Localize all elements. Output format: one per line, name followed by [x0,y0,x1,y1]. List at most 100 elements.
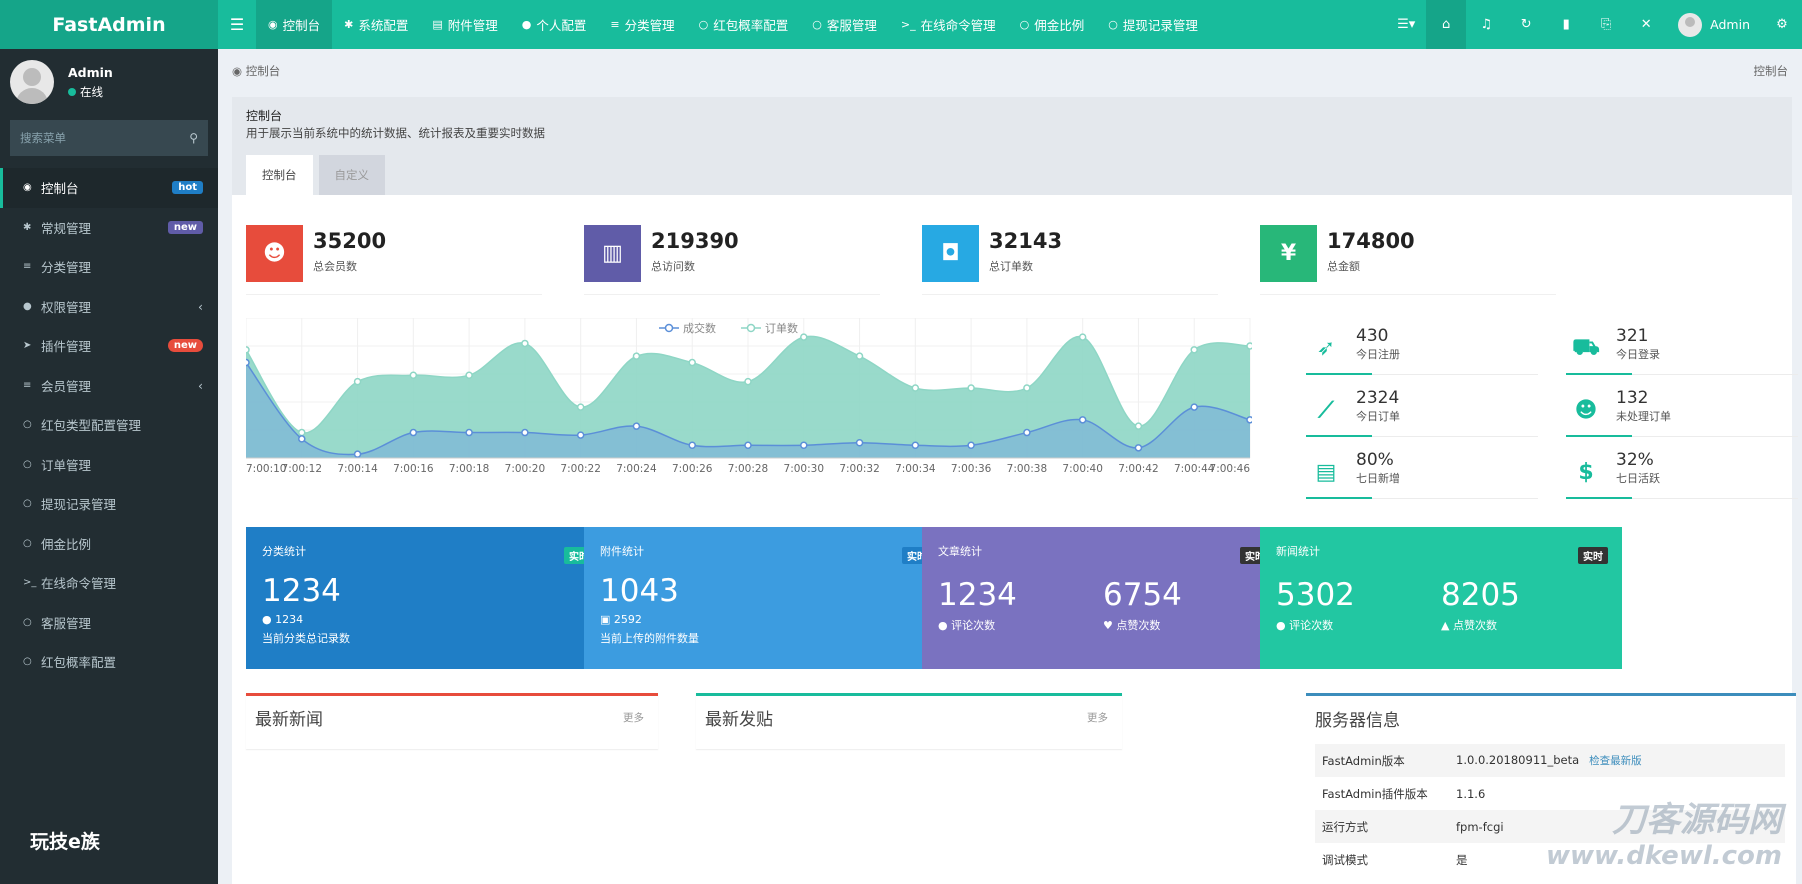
data-point[interactable] [576,403,585,411]
data-point[interactable] [911,384,920,392]
sidebar-item-auth[interactable]: ● 权限管理 ‹ [23,298,203,315]
bell-icon[interactable]: ♫ [1480,17,1492,32]
sidebar-item-general[interactable]: ✱ 常规管理 new [0,208,218,248]
sidebar-item-withdraw[interactable]: ○ 提现记录管理 [23,497,117,513]
sidebar-item-service[interactable]: ○ 客服管理 [23,615,92,631]
topnav-item-profile[interactable]: ● 个人配置 [521,18,587,33]
dashboard-icon: ◉ [232,64,246,78]
kpi-seven-day-new: ▤ 80% 七日新增 [1306,447,1538,499]
watermark-text: 玩技e族 [30,831,100,853]
check-update-link[interactable]: 检查最新版 [1589,755,1642,767]
sidebar-item-addon[interactable]: ➤ 插件管理 new [0,326,218,366]
control-sidebar-icon[interactable]: ⚙ [1776,17,1788,32]
data-point[interactable] [521,339,529,348]
circle-icon: ○ [23,537,32,549]
refresh-icon[interactable]: ↻ [1520,17,1532,32]
sidebar-item-redpacket-prob[interactable]: ○ 红包概率配置 [23,655,117,671]
data-point[interactable] [1246,416,1254,424]
language-icon[interactable]: ⎘ [1600,17,1612,32]
data-point[interactable] [800,333,808,341]
data-point[interactable] [632,352,641,360]
search-icon[interactable]: ⚲ [189,131,198,145]
fullscreen-icon[interactable]: ✕ [1640,17,1652,32]
data-point[interactable] [744,441,752,450]
topnav-item-category[interactable]: ≡ 分类管理 [610,18,675,33]
legend-label[interactable]: 订单数 [765,322,798,335]
data-point[interactable] [1078,333,1087,341]
trash-icon[interactable]: ▮ [1562,17,1570,32]
kpi-today-orders: ⟋ 2324 今日订单 [1306,385,1538,437]
topnav-item-command[interactable]: >_ 在线命令管理 [900,18,996,33]
user-menu[interactable]: Admin [1666,12,1762,37]
topnav-item-commission[interactable]: ○ 佣金比例 [1019,18,1085,33]
table-row: 调试模式是 [1322,852,1468,867]
list-icon: ≡ [610,18,620,31]
topnav-item-config[interactable]: ✱ 系统配置 [344,18,409,33]
data-point[interactable] [465,371,473,380]
data-point[interactable] [242,346,250,354]
data-point[interactable] [242,358,250,367]
data-point[interactable] [353,377,362,386]
sidebar-item-order[interactable]: ○ 订单管理 [23,457,92,473]
menu-dropdown-icon[interactable]: ☰▾ [1397,17,1416,32]
data-point[interactable] [1023,384,1031,392]
data-point[interactable] [465,428,473,437]
user-panel: Admin 在线 [0,49,218,115]
data-point[interactable] [744,377,752,386]
latest-news-title: 最新新闻 [255,710,323,730]
sidebar-item-member[interactable]: ≡ 会员管理 ‹ [23,377,203,394]
data-point[interactable] [632,422,641,430]
topnav-item-attachment[interactable]: ▤ 附件管理 [432,18,498,33]
home-icon[interactable]: ⌂ [1426,0,1467,49]
rocket-icon: ➶ [1316,336,1336,361]
data-point[interactable] [967,384,975,392]
sidebar-item-redpacket-type[interactable]: ○ 红包类型配置管理 [23,418,142,434]
sidebar-search[interactable]: 搜索菜单 ⚲ [10,120,208,156]
breadcrumb-home[interactable]: ◉ 控制台 [232,64,281,78]
data-point[interactable] [409,428,418,437]
data-point[interactable] [855,352,864,360]
app-logo[interactable]: FastAdmin [0,0,218,49]
data-point[interactable] [1190,403,1198,411]
stat-total-visits: ▥ 219390 总访问数 [584,225,880,295]
data-point[interactable] [1078,416,1087,424]
data-point[interactable] [1134,444,1143,452]
panel-tabs: 控制台 自定义 [246,155,391,195]
data-point[interactable] [1023,428,1031,437]
data-point[interactable] [353,450,362,458]
sidebar-toggle-icon[interactable]: ☰ [229,15,245,34]
topnav-item-withdraw[interactable]: ○ 提现记录管理 [1108,18,1198,33]
data-point[interactable] [298,428,306,437]
sidebar-item-command[interactable]: >_ 在线命令管理 [23,576,117,592]
tab-custom[interactable]: 自定义 [318,155,385,195]
more-link[interactable]: 更多 [1087,712,1108,724]
data-point[interactable] [1134,422,1143,430]
topnav-item-dashboard[interactable]: ◉ 控制台 [256,0,333,49]
data-point[interactable] [298,435,306,443]
data-point[interactable] [688,441,696,450]
x-tick-label: 7:00:42 [1118,463,1158,475]
panel-heading: 控制台 用于展示当前系统中的统计数据、统计报表及重要实时数据 控制台 自定义 [232,97,1792,195]
data-point[interactable] [409,371,418,380]
cogs-icon: ✱ [344,18,354,31]
sidebar-item-category[interactable]: ≡ 分类管理 [23,260,92,276]
circle-icon: ○ [23,616,32,628]
data-point[interactable] [1246,342,1254,350]
topnav-item-service[interactable]: ○ 客服管理 [812,18,877,33]
data-point[interactable] [911,441,920,450]
x-tick-label: 7:00:24 [616,463,657,475]
data-point[interactable] [855,438,864,447]
data-point[interactable] [521,428,529,437]
sidebar-item-commission[interactable]: ○ 佣金比例 [23,536,92,552]
legend-label[interactable]: 成交数 [683,321,716,335]
data-point[interactable] [1190,346,1198,354]
data-point[interactable] [688,358,696,367]
tab-dashboard[interactable]: 控制台 [246,155,313,195]
data-point[interactable] [800,441,808,450]
sidebar-item-dashboard[interactable]: ◉ 控制台 hot [0,168,218,208]
topnav-item-redpacket-prob[interactable]: ○ 红包概率配置 [698,18,789,33]
data-point[interactable] [967,441,975,450]
data-point[interactable] [576,431,585,439]
more-link[interactable]: 更多 [623,712,644,724]
search-input[interactable]: 搜索菜单 [20,131,66,145]
